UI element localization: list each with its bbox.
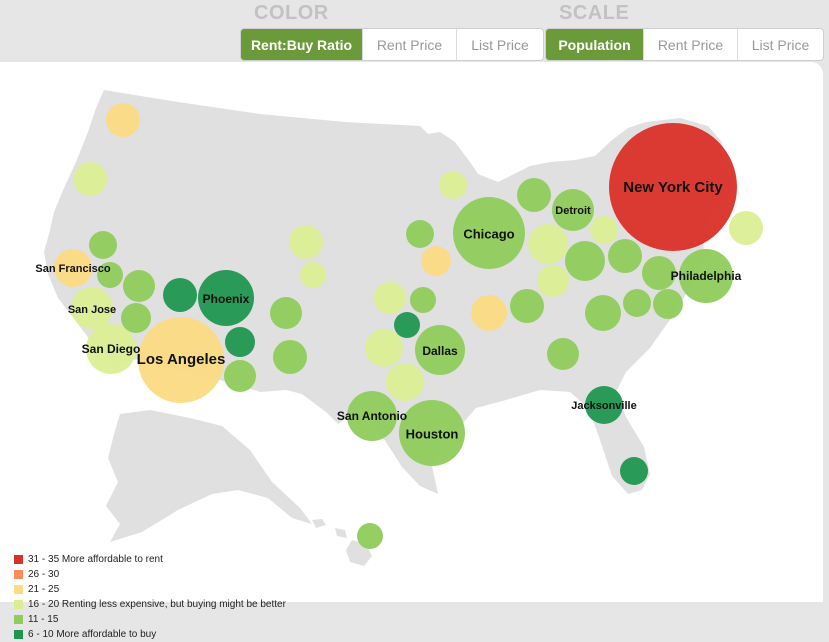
city-bubble[interactable]: [608, 239, 642, 273]
city-bubble[interactable]: [729, 211, 763, 245]
city-bubble-new-york-city[interactable]: [609, 123, 737, 251]
color-selector: Rent:Buy Ratio Rent Price List Price: [240, 28, 544, 61]
legend-item: 26 - 30: [14, 567, 286, 582]
legend-item: 11 - 15: [14, 612, 286, 627]
city-bubble[interactable]: [225, 327, 255, 357]
color-rent-buy-ratio-button[interactable]: Rent:Buy Ratio: [241, 29, 363, 60]
legend-item: 16 - 20 Renting less expensive, but buyi…: [14, 597, 286, 612]
color-list-price-button[interactable]: List Price: [471, 36, 529, 53]
city-bubble[interactable]: [121, 303, 151, 333]
city-bubble[interactable]: [365, 329, 403, 367]
city-bubble-dallas[interactable]: [415, 325, 465, 375]
legend-label: 16 - 20 Renting less expensive, but buyi…: [28, 599, 286, 610]
city-bubble-philadelphia[interactable]: [679, 249, 733, 303]
city-bubble[interactable]: [565, 241, 605, 281]
city-bubble[interactable]: [163, 278, 197, 312]
city-bubble[interactable]: [106, 103, 140, 137]
city-bubble-san-francisco[interactable]: [54, 249, 92, 287]
legend: 31 - 35 More affordable to rent 26 - 30 …: [14, 552, 286, 642]
city-label: San Diego: [82, 342, 141, 356]
legend-item: 6 - 10 More affordable to buy: [14, 627, 286, 642]
city-bubble[interactable]: [73, 162, 107, 196]
map-panel: New York City Chicago Detroit Philadelphia S…: [0, 62, 823, 640]
city-bubble[interactable]: [590, 216, 618, 244]
city-label: Jacksonville: [571, 400, 636, 412]
city-label: Dallas: [422, 344, 458, 358]
city-bubble[interactable]: [224, 360, 256, 392]
city-label: San Jose: [68, 304, 116, 316]
city-bubble[interactable]: [653, 289, 683, 319]
city-bubble-san-diego[interactable]: [86, 324, 136, 374]
legend-label: 21 - 25: [28, 584, 60, 595]
city-bubble-phoenix[interactable]: [198, 270, 254, 326]
city-bubble[interactable]: [410, 287, 436, 313]
city-bubble[interactable]: [517, 178, 551, 212]
city-bubble[interactable]: [89, 231, 117, 259]
legend-item: 21 - 25: [14, 582, 286, 597]
city-bubble[interactable]: [620, 457, 648, 485]
legend-swatch: [14, 630, 23, 639]
color-rent-price-button[interactable]: Rent Price: [363, 29, 457, 60]
scale-rent-price-button[interactable]: Rent Price: [644, 29, 738, 60]
city-label: San Francisco: [35, 263, 110, 275]
city-bubble[interactable]: [528, 224, 568, 264]
city-bubble[interactable]: [642, 256, 676, 290]
us-bubble-map: New York City Chicago Detroit Philadelphia S…: [35, 90, 763, 566]
city-label: Los Angeles: [137, 351, 226, 368]
city-bubble[interactable]: [537, 265, 569, 297]
city-bubble-san-antonio[interactable]: [347, 391, 397, 441]
legend-swatch: [14, 570, 23, 579]
city-bubble[interactable]: [406, 220, 434, 248]
city-bubble-detroit[interactable]: [552, 189, 594, 231]
city-bubble[interactable]: [300, 262, 326, 288]
city-bubble[interactable]: [273, 340, 307, 374]
legend-swatch: [14, 600, 23, 609]
city-label: New York City: [623, 179, 723, 196]
city-bubble[interactable]: [471, 295, 507, 331]
city-bubble[interactable]: [289, 225, 323, 259]
color-group-title: COLOR: [254, 2, 329, 24]
legend-label: 11 - 15: [28, 614, 59, 625]
city-bubble[interactable]: [439, 171, 467, 199]
city-bubble[interactable]: [421, 246, 451, 276]
city-bubble[interactable]: [394, 312, 420, 338]
city-bubble[interactable]: [270, 297, 302, 329]
scale-list-price-button[interactable]: List Price: [751, 36, 810, 53]
legend-swatch: [14, 555, 23, 564]
legend-swatch: [14, 585, 23, 594]
city-label: Houston: [406, 426, 459, 441]
city-bubble[interactable]: [547, 338, 579, 370]
city-label: San Antonio: [337, 409, 407, 423]
city-bubble[interactable]: [374, 282, 406, 314]
city-bubble[interactable]: [123, 270, 155, 302]
legend-label: 6 - 10 More affordable to buy: [28, 629, 157, 640]
city-bubble-chicago[interactable]: [453, 197, 525, 269]
city-bubble-houston[interactable]: [399, 400, 465, 466]
scale-selector: Population Rent Price List Price: [545, 28, 824, 61]
city-label: Philadelphia: [671, 269, 742, 283]
legend-label: 26 - 30: [28, 569, 60, 580]
legend-item: 31 - 35 More affordable to rent: [14, 552, 286, 567]
city-bubble[interactable]: [623, 289, 651, 317]
scale-population-button[interactable]: Population: [546, 29, 644, 60]
city-label: Detroit: [555, 205, 591, 217]
scale-group-title: SCALE: [559, 2, 630, 24]
city-bubble[interactable]: [585, 295, 621, 331]
city-bubble-jacksonville[interactable]: [585, 386, 623, 424]
legend-swatch: [14, 615, 23, 624]
legend-label: 31 - 35 More affordable to rent: [28, 554, 163, 565]
city-label: Phoenix: [203, 292, 250, 306]
city-bubble-los-angeles[interactable]: [138, 317, 224, 403]
city-label: Chicago: [463, 226, 514, 241]
city-bubble[interactable]: [510, 289, 544, 323]
city-bubble[interactable]: [357, 523, 383, 549]
city-bubble[interactable]: [97, 262, 123, 288]
city-bubble-san-jose[interactable]: [71, 287, 113, 329]
city-bubble[interactable]: [386, 363, 424, 401]
